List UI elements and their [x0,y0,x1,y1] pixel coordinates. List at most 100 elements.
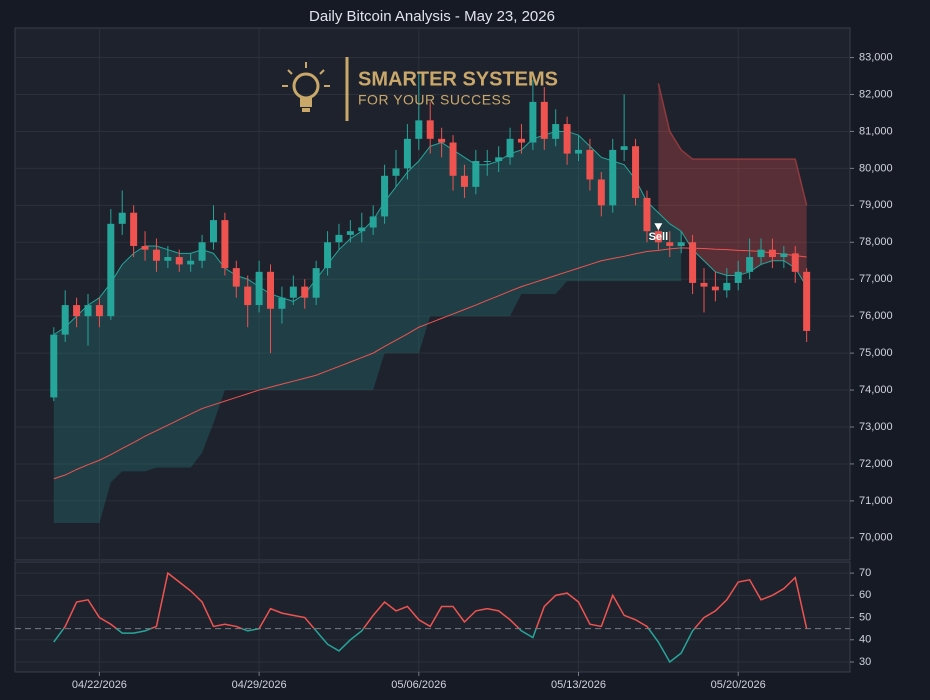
y-tick-label: 74,000 [859,384,893,396]
candle-body [654,231,662,243]
chart-title: Daily Bitcoin Analysis - May 23, 2026 [309,8,555,25]
candle-body [643,197,651,232]
rsi-line-above [62,571,808,629]
candle-body [552,124,560,139]
candle-body [460,175,468,187]
y-tick-label: 77,000 [859,273,893,285]
logo-bulb-tip [302,108,310,112]
x-tick-label: 05/13/2026 [551,679,606,691]
candle-body [677,242,685,246]
candle-body [689,242,697,283]
candle-body [791,253,799,272]
logo-line1: SMARTER SYSTEMS [358,68,558,90]
candle-body [289,286,297,298]
candle-body [164,257,172,261]
candle-body [780,253,788,258]
y-tick-label: 70 [859,567,871,579]
candle-body [118,212,126,224]
band-fill [658,83,807,287]
candle-body [586,149,594,180]
candle-body [723,282,731,291]
candle-body [278,297,286,309]
candle-body [95,305,103,317]
x-tick-label: 04/29/2026 [232,679,287,691]
y-tick-label: 60 [859,589,871,601]
sell-marker [654,223,663,231]
candle-body [175,257,183,265]
candle-body [209,220,217,243]
candle-body [73,305,81,317]
candle-body [107,223,115,317]
x-tick-label: 05/06/2026 [391,679,446,691]
candle-body [746,257,754,272]
band-fill [53,131,682,524]
ray [287,69,293,75]
candle-body [232,268,240,287]
logo: SMARTER SYSTEMS FOR YOUR SUCCESS [282,57,558,121]
candle-body [540,101,548,139]
candle-body [529,101,537,143]
candle-body [335,234,343,243]
y-tick-label: 75,000 [859,347,893,359]
candle-body [392,168,400,176]
x-tick-label: 05/20/2026 [711,679,766,691]
candle-body [757,249,765,258]
y-tick-label: 82,000 [859,88,893,100]
candle-body [563,124,571,154]
rsi-line-below [53,628,807,664]
candle-body [403,138,411,169]
plot-layer: 04/22/2026 04/29/2026 05/06/2026 05/13/2026… [15,28,893,691]
ray [319,69,325,75]
rsi-panel [14,561,851,673]
y-tick-label: 30 [859,656,871,668]
y-tick-label: 50 [859,611,871,623]
y-tick-label: 83,000 [859,51,893,63]
y-tick-label: 81,000 [859,125,893,137]
candle-body [415,120,423,139]
candle-body [369,216,377,228]
candle-body [324,242,332,269]
candle-body [597,179,605,206]
logo-rays [282,62,330,87]
candle-body [426,120,434,139]
candle-body [700,282,708,287]
candle-body [152,249,160,261]
candle-body [141,245,149,250]
y-tick-label: 76,000 [859,310,893,322]
candle-body [244,286,252,306]
candle-body [312,268,320,298]
candle-body [483,161,491,162]
candle-body [346,231,354,235]
y-tick-label: 70,000 [859,532,893,544]
y-tick-label: 78,000 [859,236,893,248]
y-tick-label: 80,000 [859,162,893,174]
candle-body [666,242,674,246]
candle-body [84,305,92,317]
candle-body [50,334,58,398]
y-tick-label: 73,000 [859,421,893,433]
candle-body [358,227,366,232]
candle-body [221,220,229,269]
y-tick-label: 40 [859,634,871,646]
candle-body [130,212,138,246]
candle-body [495,157,503,161]
candle-body [255,271,263,306]
candle-body [198,242,206,261]
annotation-label: Sell [649,231,669,243]
candle-body [301,286,309,298]
candle-body [620,146,628,150]
candle-body [803,271,811,331]
candle-body [632,146,640,198]
x-tick-label: 04/22/2026 [72,679,127,691]
candle-body [61,305,69,335]
y-tick-label: 72,000 [859,458,893,470]
y-tick-label: 79,000 [859,199,893,211]
candle-body [187,260,195,265]
price-panel [14,27,851,561]
candle-body [506,138,514,158]
candle-body [381,175,389,217]
y-tick-label: 71,000 [859,495,893,507]
candle-body [517,138,525,143]
